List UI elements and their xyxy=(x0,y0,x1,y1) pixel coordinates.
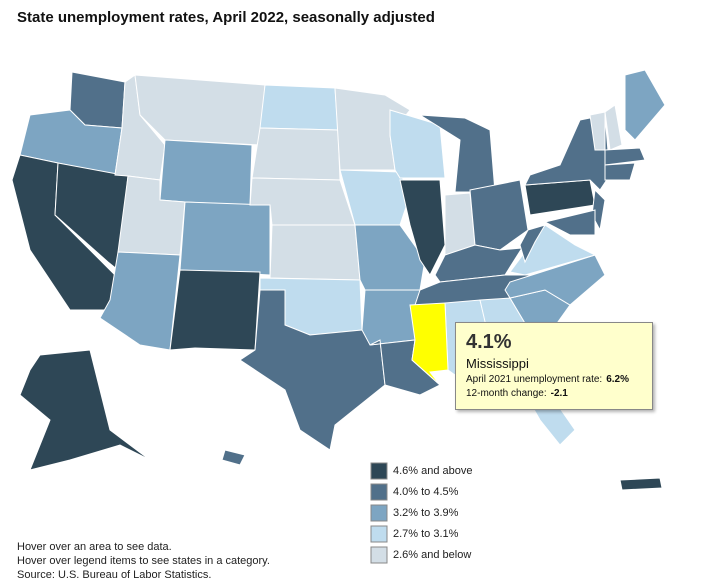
label: 12-month change: xyxy=(466,388,547,399)
legend-label[interactable]: 4.0% to 4.5% xyxy=(393,486,459,498)
map xyxy=(11,69,666,491)
legend-swatch[interactable] xyxy=(370,525,388,543)
state[interactable] xyxy=(469,179,529,251)
state[interactable] xyxy=(239,289,386,451)
state[interactable] xyxy=(269,224,361,281)
state[interactable] xyxy=(169,269,261,351)
state-highlighted[interactable] xyxy=(409,302,449,386)
legend-swatch[interactable] xyxy=(370,504,388,522)
legend-label[interactable]: 3.2% to 3.9% xyxy=(393,507,459,519)
label: April 2021 unemployment rate: xyxy=(466,374,603,385)
state[interactable] xyxy=(99,251,181,351)
legend-label[interactable]: 2.6% and below xyxy=(393,549,471,561)
legend-label[interactable]: 4.6% and above xyxy=(393,465,473,477)
legend-swatch[interactable] xyxy=(370,483,388,501)
tooltip-state: Mississippi xyxy=(466,356,529,371)
state[interactable] xyxy=(251,127,341,181)
state[interactable] xyxy=(179,201,271,276)
state[interactable] xyxy=(444,192,476,256)
legend-label[interactable]: 2.7% to 3.1% xyxy=(393,528,459,540)
tooltip-line: 12-month change: -2.1 xyxy=(466,388,642,399)
state[interactable] xyxy=(543,209,596,236)
state[interactable] xyxy=(524,179,596,216)
tooltip-value: 4.1% xyxy=(466,331,512,353)
legend-swatch[interactable] xyxy=(370,546,388,564)
state[interactable] xyxy=(519,224,547,264)
state[interactable] xyxy=(19,349,151,471)
value: -2.1 xyxy=(550,388,568,399)
state[interactable] xyxy=(339,169,411,226)
territory[interactable] xyxy=(619,477,663,491)
legend-swatch[interactable] xyxy=(370,462,388,480)
state[interactable] xyxy=(399,179,446,276)
state[interactable] xyxy=(504,254,606,306)
legend: 4.6% and above 4.0% to 4.5% 3.2% to 3.9% 2.… xyxy=(370,462,473,564)
state[interactable] xyxy=(604,162,636,181)
tooltip: 4.1% Mississippi April 2021 unemployment… xyxy=(455,322,653,410)
note: Hover over an area to see data. xyxy=(17,541,172,553)
tooltip-line: April 2021 unemployment rate: 6.2% xyxy=(466,374,642,385)
state[interactable] xyxy=(159,139,253,206)
note: Source: U.S. Bureau of Labor Statistics. xyxy=(17,569,211,581)
state[interactable] xyxy=(604,147,646,166)
note: Hover over legend items to see states in… xyxy=(17,555,270,567)
state[interactable] xyxy=(604,104,623,151)
state[interactable] xyxy=(221,449,246,466)
value: 6.2% xyxy=(606,374,629,385)
state[interactable] xyxy=(624,69,666,141)
state[interactable] xyxy=(259,84,339,131)
title: State unemployment rates, April 2022, se… xyxy=(17,9,435,26)
